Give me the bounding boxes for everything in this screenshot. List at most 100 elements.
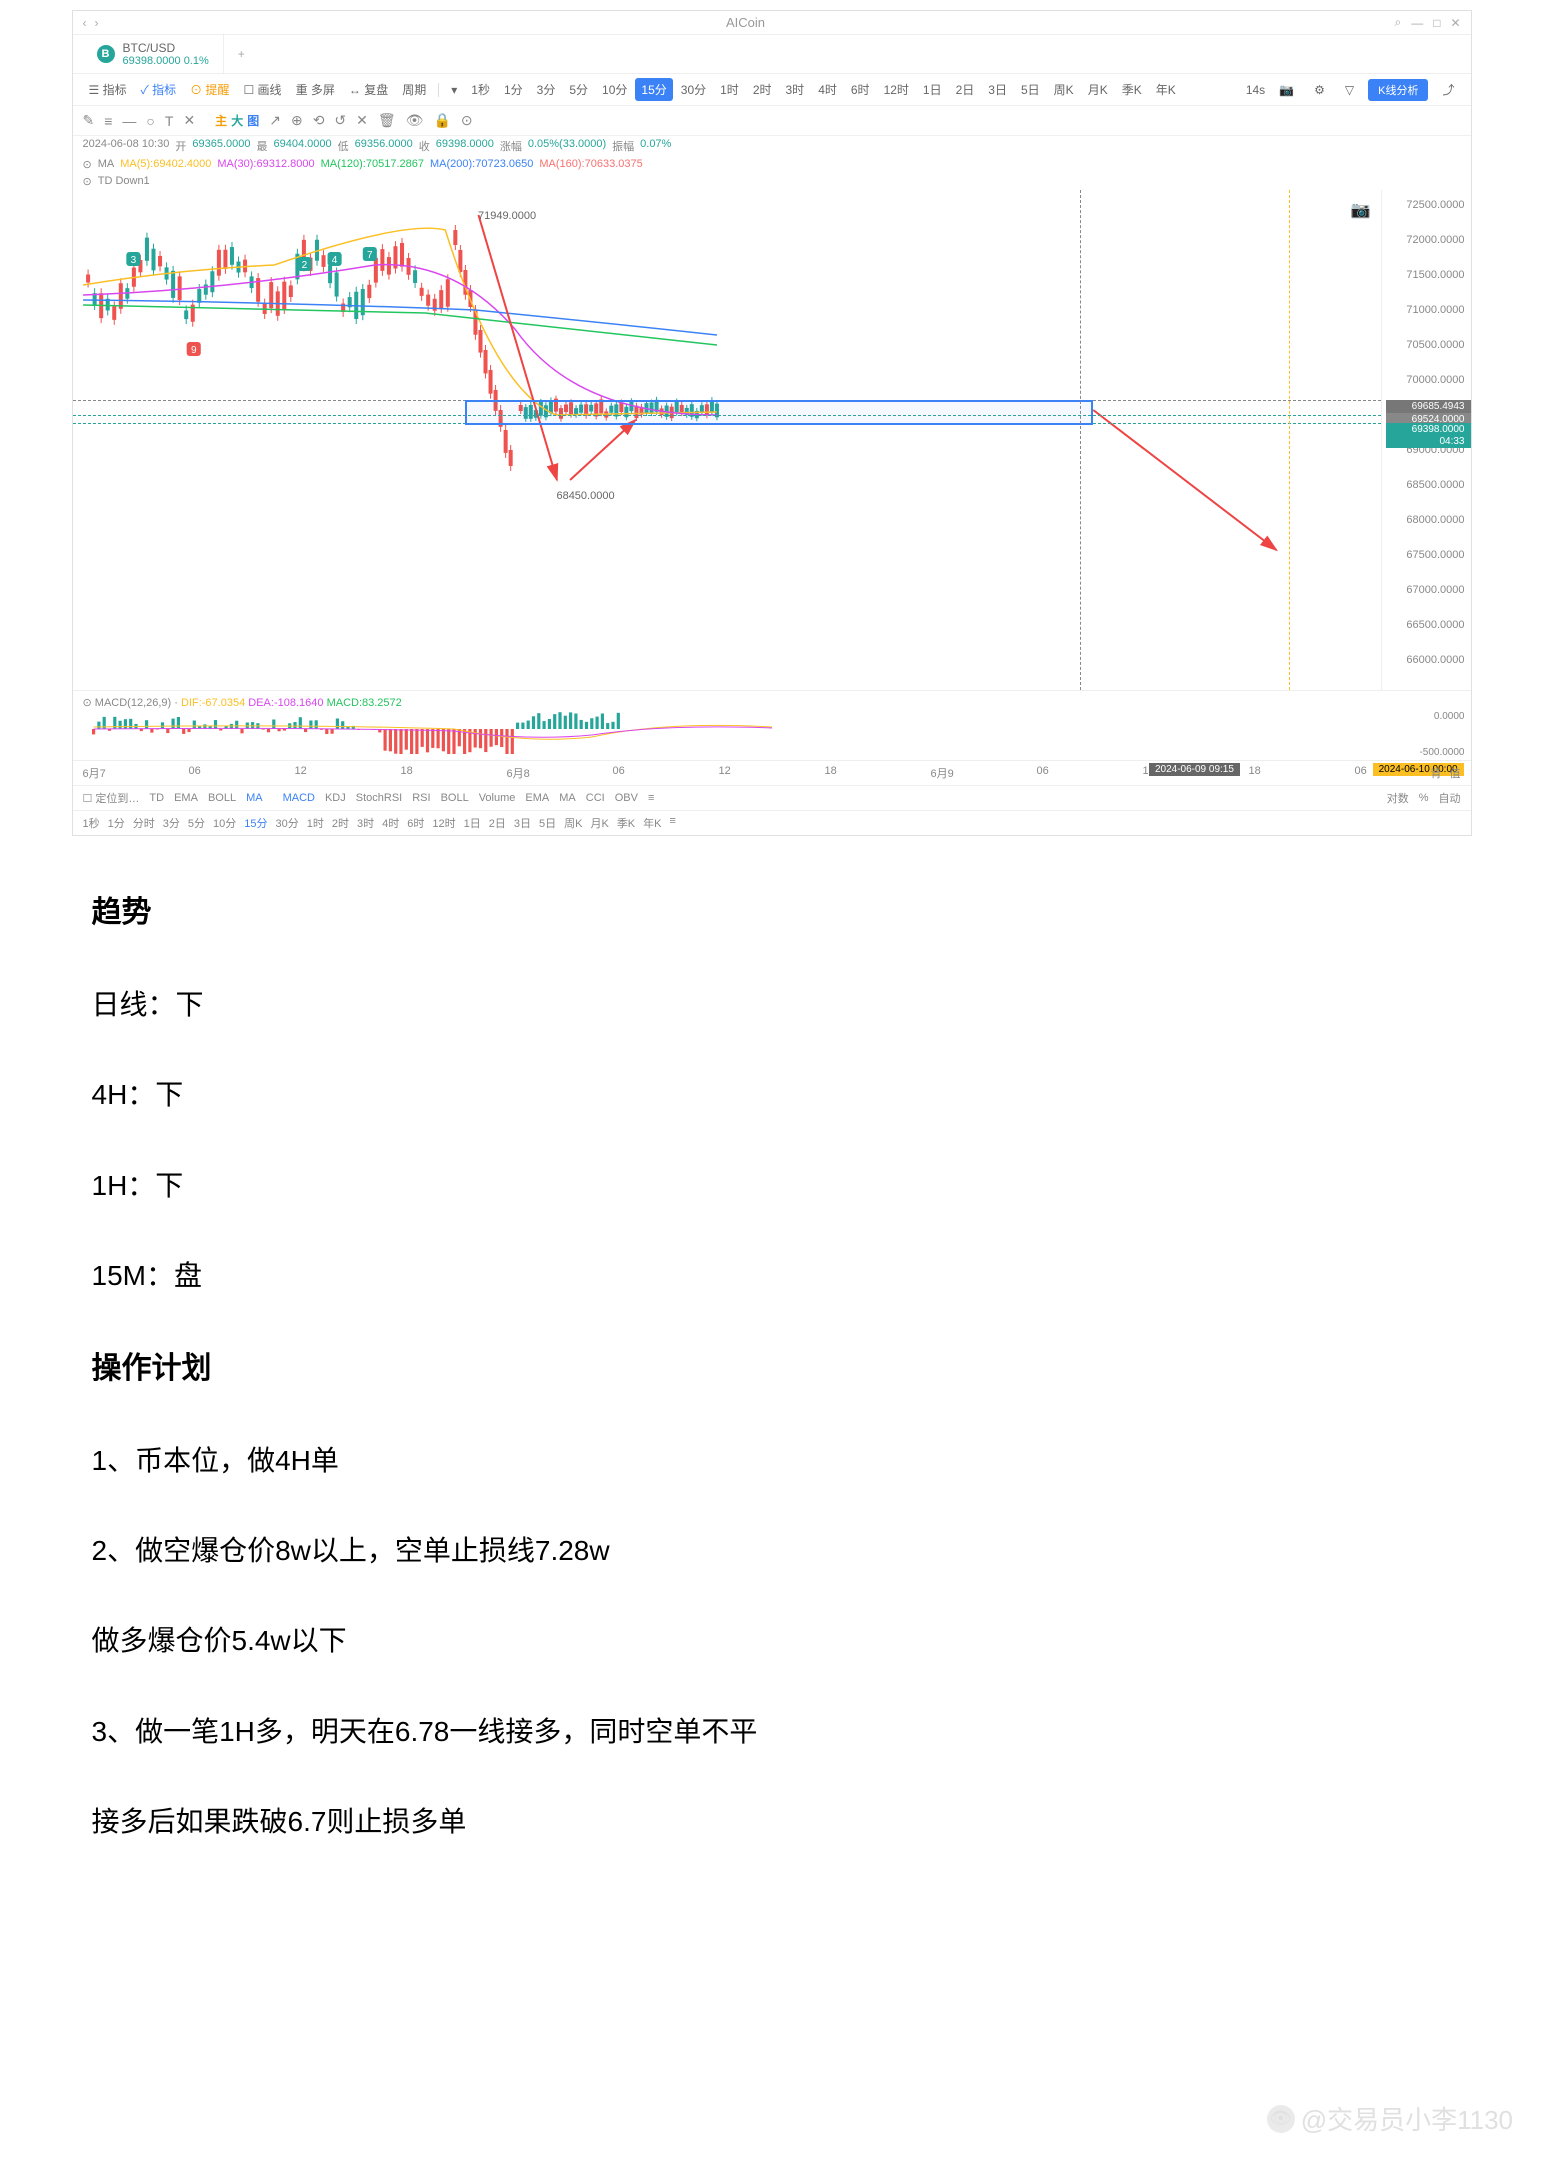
minimize-icon[interactable]: — bbox=[1411, 16, 1423, 30]
tf-3日[interactable]: 3日 bbox=[982, 78, 1013, 101]
ind-BOLL[interactable]: BOLL bbox=[208, 792, 236, 804]
tf-2时[interactable]: 2时 bbox=[747, 78, 778, 101]
ind-OBV[interactable]: OBV bbox=[615, 792, 638, 804]
symbol-tabs: B BTC/USD 69398.0000 0.1% + bbox=[73, 35, 1471, 74]
symbol-tab[interactable]: B BTC/USD 69398.0000 0.1% bbox=[83, 35, 224, 73]
draw-0[interactable]: ✎ bbox=[83, 112, 95, 129]
draw-tool-8[interactable]: ⊙ bbox=[461, 112, 473, 129]
ind-EMA[interactable]: EMA bbox=[174, 792, 198, 804]
tf-1秒[interactable]: 1秒 bbox=[465, 78, 496, 101]
tfbar-10分[interactable]: 10分 bbox=[213, 815, 236, 831]
tf-3时[interactable]: 3时 bbox=[780, 78, 811, 101]
tfbar-3分[interactable]: 3分 bbox=[163, 815, 180, 831]
ind-StochRSI[interactable]: StochRSI bbox=[356, 792, 402, 804]
tfbar-年K[interactable]: 年K bbox=[643, 815, 661, 831]
toolbar-6[interactable]: 周期 bbox=[396, 78, 432, 101]
ind-KDJ[interactable]: KDJ bbox=[325, 792, 346, 804]
ind-CCI[interactable]: CCI bbox=[586, 792, 605, 804]
draw-3[interactable]: ○ bbox=[146, 113, 154, 129]
tfbar-1秒[interactable]: 1秒 bbox=[83, 815, 100, 831]
ind-EMA[interactable]: EMA bbox=[525, 792, 549, 804]
draw-tool-4[interactable]: ✕ bbox=[356, 112, 368, 129]
ind-≡[interactable]: ≡ bbox=[648, 792, 654, 804]
candle-pane[interactable]: 39247 71949.000068450.0000 bbox=[73, 190, 1381, 690]
chart-svg: 39247 bbox=[73, 190, 1381, 690]
back-icon[interactable]: ‹ bbox=[83, 16, 87, 30]
gear-icon[interactable]: ⚙ bbox=[1308, 80, 1331, 100]
tf-2日[interactable]: 2日 bbox=[950, 78, 981, 101]
tfbar-5分[interactable]: 5分 bbox=[188, 815, 205, 831]
toolbar-2[interactable]: ⊙ 提醒 bbox=[184, 78, 235, 101]
tf-月K[interactable]: 月K bbox=[1082, 78, 1114, 101]
ind-MACD[interactable]: MACD bbox=[283, 792, 315, 804]
tf-30分[interactable]: 30分 bbox=[675, 78, 712, 101]
ind-BOLL[interactable]: BOLL bbox=[441, 792, 469, 804]
tfbar-月K[interactable]: 月K bbox=[590, 815, 608, 831]
tf-5分[interactable]: 5分 bbox=[563, 78, 594, 101]
tfbar-15分[interactable]: 15分 bbox=[244, 815, 267, 831]
tfbar-6时[interactable]: 6时 bbox=[407, 815, 424, 831]
toolbar-4[interactable]: 重 多屏 bbox=[290, 78, 341, 101]
tfbar-分时[interactable]: 分时 bbox=[133, 815, 155, 831]
tf-10分[interactable]: 10分 bbox=[596, 78, 633, 101]
tfbar-3日[interactable]: 3日 bbox=[514, 815, 531, 831]
ind-MA[interactable]: MA bbox=[559, 792, 576, 804]
toolbar-1[interactable]: ✓ 指标 bbox=[135, 78, 183, 101]
tfbar-1时[interactable]: 1时 bbox=[307, 815, 324, 831]
tf-3分[interactable]: 3分 bbox=[531, 78, 562, 101]
filter-icon[interactable]: ▽ bbox=[1339, 80, 1360, 100]
ind-Volume[interactable]: Volume bbox=[479, 792, 516, 804]
tfbar-季K[interactable]: 季K bbox=[617, 815, 635, 831]
fwd-icon[interactable]: › bbox=[95, 16, 99, 30]
draw-1[interactable]: ≡ bbox=[104, 113, 112, 129]
maximize-icon[interactable]: □ bbox=[1433, 16, 1440, 30]
pin-button[interactable]: ☐ 定位到… bbox=[83, 790, 140, 806]
tfbar-1日[interactable]: 1日 bbox=[464, 815, 481, 831]
tfbar-3时[interactable]: 3时 bbox=[357, 815, 374, 831]
draw-5[interactable]: ✕ bbox=[183, 112, 195, 129]
tf-季K[interactable]: 季K bbox=[1116, 78, 1148, 101]
search-icon[interactable]: ⌕ bbox=[1394, 15, 1401, 30]
tf-5日[interactable]: 5日 bbox=[1015, 78, 1046, 101]
ind-TD[interactable]: TD bbox=[149, 792, 164, 804]
ind-RSI[interactable]: RSI bbox=[412, 792, 430, 804]
tf-年K[interactable]: 年K bbox=[1150, 78, 1182, 101]
k-analysis-button[interactable]: K线分析 bbox=[1368, 79, 1428, 101]
camera-icon[interactable]: 📷 bbox=[1273, 80, 1300, 100]
tf-1时[interactable]: 1时 bbox=[714, 78, 745, 101]
toolbar-0[interactable]: ☰ 指标 bbox=[83, 78, 133, 101]
draw-tool-6[interactable]: 👁 bbox=[406, 112, 424, 129]
tfbar-≡[interactable]: ≡ bbox=[670, 815, 676, 831]
draw-tool-3[interactable]: ↺ bbox=[334, 112, 346, 129]
add-tab-button[interactable]: + bbox=[224, 41, 259, 67]
ind-MA[interactable]: MA bbox=[246, 792, 263, 804]
tfbar-5日[interactable]: 5日 bbox=[539, 815, 556, 831]
tf-15分[interactable]: 15分 bbox=[635, 78, 672, 101]
draw-tool-2[interactable]: ⟲ bbox=[313, 112, 325, 129]
tfbar-1分[interactable]: 1分 bbox=[108, 815, 125, 831]
tfbar-周K[interactable]: 周K bbox=[564, 815, 582, 831]
share-icon[interactable]: ⤴ bbox=[1436, 78, 1460, 101]
draw-tool-0[interactable]: ↗ bbox=[269, 112, 281, 129]
tfbar-30分[interactable]: 30分 bbox=[276, 815, 299, 831]
tf-4时[interactable]: 4时 bbox=[812, 78, 843, 101]
tf-周K[interactable]: 周K bbox=[1048, 78, 1080, 101]
tfbar-2时[interactable]: 2时 bbox=[332, 815, 349, 831]
tf-12时[interactable]: 12时 bbox=[878, 78, 915, 101]
tf-1分[interactable]: 1分 bbox=[498, 78, 529, 101]
tf-1日[interactable]: 1日 bbox=[917, 78, 948, 101]
tf-6时[interactable]: 6时 bbox=[845, 78, 876, 101]
close-icon[interactable]: ✕ bbox=[1450, 16, 1460, 30]
draw-tool-1[interactable]: ⊕ bbox=[291, 112, 303, 129]
app-title: AICoin bbox=[107, 15, 1385, 30]
tfbar-2日[interactable]: 2日 bbox=[489, 815, 506, 831]
tfbar-4时[interactable]: 4时 bbox=[382, 815, 399, 831]
draw-4[interactable]: T bbox=[165, 113, 174, 129]
toolbar-3[interactable]: ☐ 画线 bbox=[237, 78, 287, 101]
tfbar-12时[interactable]: 12时 bbox=[432, 815, 455, 831]
toolbar-5[interactable]: ↔ 复盘 bbox=[343, 78, 394, 101]
draw-tool-5[interactable]: 🗑 bbox=[378, 112, 396, 129]
draw-tool-7[interactable]: 🔒 bbox=[433, 112, 450, 129]
draw-2[interactable]: — bbox=[122, 113, 136, 129]
chart-area[interactable]: 📷 39247 71949.000068450.0000 72500.00007… bbox=[73, 190, 1471, 690]
